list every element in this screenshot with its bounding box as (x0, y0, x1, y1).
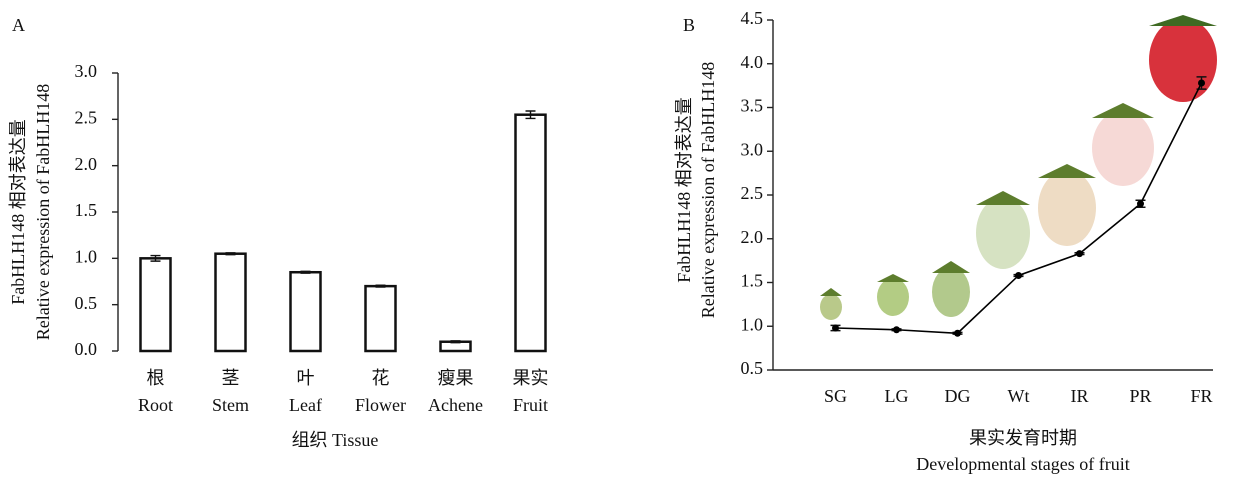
point (1137, 200, 1144, 207)
y-tick-label: 3.5 (741, 96, 764, 116)
y-tick-label: 3.0 (741, 139, 764, 159)
y-tick-label: 1.5 (75, 200, 98, 220)
y-axis-label: Relative expression of FabHLH148 (698, 62, 718, 318)
panel-label: A (12, 15, 25, 35)
page: A0.00.51.01.52.02.53.0FabHLH148 相对表达量Rel… (0, 0, 1259, 478)
point (954, 330, 961, 337)
y-axis-label: FabHLH148 相对表达量 (8, 119, 28, 305)
calyx (1149, 15, 1217, 26)
x-tick-label: DG (945, 386, 971, 406)
fruit-photo (932, 267, 970, 317)
x-axis-label: 果实发育时期 (969, 428, 1077, 448)
x-tick-label: Leaf (289, 395, 322, 415)
bar (366, 286, 396, 351)
x-tick-label: PR (1129, 386, 1151, 406)
y-tick-label: 2.5 (741, 183, 764, 203)
y-axis-label: FabHLH148 相对表达量 (674, 97, 694, 283)
figure: A0.00.51.01.52.02.53.0FabHLH148 相对表达量Rel… (0, 0, 1259, 478)
bar (291, 272, 321, 351)
x-axis-label: 组织 Tissue (292, 430, 379, 450)
y-tick-label: 1.0 (75, 246, 98, 266)
y-tick-label: 2.0 (741, 227, 764, 247)
bar (216, 254, 246, 351)
calyx (820, 288, 842, 296)
x-tick-label: 瘦果 (438, 368, 474, 388)
bar (516, 115, 546, 351)
y-tick-label: 1.5 (741, 271, 764, 291)
x-tick-label: 果实 (513, 368, 549, 388)
point (893, 326, 900, 333)
x-tick-label: FR (1190, 386, 1212, 406)
y-tick-label: 0.5 (741, 358, 764, 378)
y-tick-label: 3.0 (75, 61, 98, 81)
fruit-photo (1092, 110, 1154, 186)
y-tick-label: 4.0 (741, 52, 764, 72)
calyx (976, 191, 1030, 205)
point (1076, 250, 1083, 257)
x-tick-label: 花 (372, 368, 390, 388)
x-tick-label: Achene (428, 395, 483, 415)
fruit-photo (1149, 18, 1217, 102)
calyx (1092, 103, 1154, 118)
calyx (932, 261, 970, 273)
y-tick-label: 2.0 (75, 154, 98, 174)
fruit-photo (877, 278, 909, 316)
x-tick-label: 叶 (297, 368, 315, 388)
bar (141, 258, 171, 351)
y-tick-label: 0.5 (75, 293, 98, 313)
x-tick-label: Wt (1008, 386, 1030, 406)
y-tick-label: 0.0 (75, 339, 98, 359)
y-tick-label: 2.5 (75, 107, 98, 127)
x-tick-label: Stem (212, 395, 249, 415)
x-tick-label: Flower (355, 395, 406, 415)
x-tick-label: IR (1071, 386, 1089, 406)
point (1198, 80, 1205, 87)
fruit-photo (820, 294, 842, 320)
x-tick-label: SG (824, 386, 847, 406)
y-axis-label: Relative expression of FabHLH148 (33, 84, 53, 340)
panel-label: B (683, 15, 695, 35)
x-tick-label: Fruit (513, 395, 548, 415)
x-tick-label: 根 (147, 368, 165, 388)
y-tick-label: 4.5 (741, 8, 764, 28)
x-tick-label: 茎 (222, 368, 240, 388)
point (832, 325, 839, 332)
point (1015, 272, 1022, 279)
x-tick-label: LG (885, 386, 909, 406)
calyx (877, 274, 909, 282)
calyx (1038, 164, 1096, 178)
y-tick-label: 1.0 (741, 314, 764, 334)
x-axis-label: Developmental stages of fruit (916, 454, 1129, 474)
x-tick-label: Root (138, 395, 173, 415)
fruit-photo (1038, 170, 1096, 246)
fruit-photo (976, 197, 1030, 269)
